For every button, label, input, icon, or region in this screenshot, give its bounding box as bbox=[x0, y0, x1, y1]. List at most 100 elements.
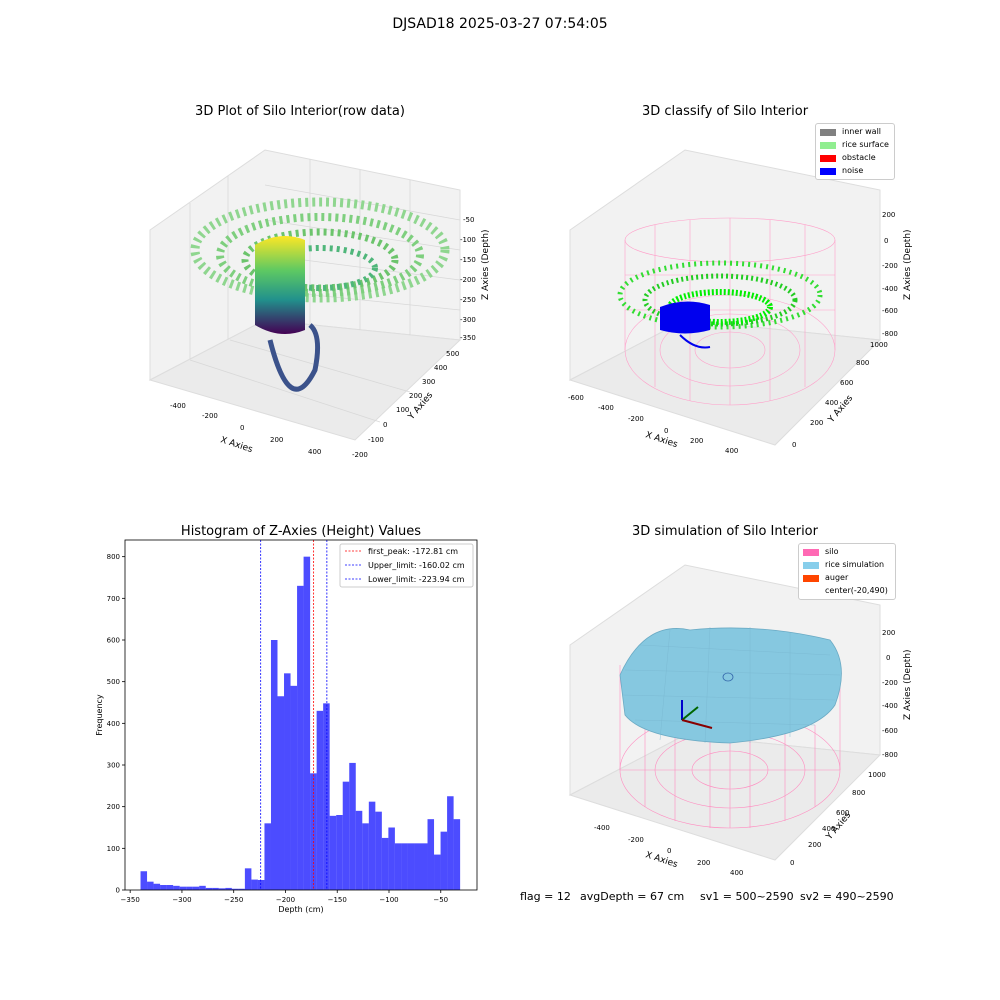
center-marker bbox=[722, 672, 734, 682]
simulation-3d-plot: -400 -200 0 200 400 0 200 400 600 800 10… bbox=[568, 564, 913, 877]
histogram-bar bbox=[277, 696, 285, 890]
y-tick-label: 100 bbox=[107, 845, 120, 853]
histogram-title: Histogram of Z-Axies (Height) Values bbox=[180, 524, 422, 539]
x-tick: 0 bbox=[664, 427, 668, 435]
histogram-chart: −350 −300 −250 −200 −150 −100 −50 0 100 200 300 40… bbox=[95, 539, 478, 914]
simulation-legend: silo rice simulation auger center(-20,49… bbox=[798, 543, 896, 600]
x-tick: 200 bbox=[697, 859, 710, 867]
legend-box bbox=[339, 543, 474, 588]
histogram-bar bbox=[401, 843, 408, 890]
histogram-bar bbox=[427, 819, 435, 890]
histogram-legend: first_peak: -172.81 cm Upper_limit: -160… bbox=[339, 543, 474, 588]
y-tick: 200 bbox=[810, 419, 823, 427]
z-tick: 0 bbox=[884, 237, 888, 245]
y-tick-label: 700 bbox=[107, 595, 120, 603]
x-tick-label: −300 bbox=[172, 896, 191, 904]
x-tick: -400 bbox=[598, 404, 614, 412]
z-tick: -600 bbox=[882, 727, 898, 735]
histogram-bar bbox=[420, 843, 428, 890]
histogram-bar bbox=[160, 885, 167, 890]
legend-label: center(-20,490) bbox=[825, 586, 888, 595]
legend-label: inner wall bbox=[842, 127, 882, 136]
legend-label: noise bbox=[842, 166, 864, 175]
y-tick: 400 bbox=[434, 364, 447, 372]
y-tick-label: 600 bbox=[107, 637, 120, 645]
y-tick: 400 bbox=[822, 825, 835, 833]
x-tick: 400 bbox=[725, 447, 738, 455]
floor-pane bbox=[568, 734, 882, 861]
x-ticks: −350 −300 −250 −200 −150 −100 −50 bbox=[121, 890, 448, 904]
rice-surface-points bbox=[190, 197, 450, 303]
x-tick: 0 bbox=[240, 424, 244, 432]
histogram-bar bbox=[147, 881, 154, 890]
histogram-bar bbox=[212, 887, 219, 890]
y-tick: -200 bbox=[352, 451, 368, 459]
x-tick-label: −200 bbox=[276, 896, 295, 904]
legend-label: rice simulation bbox=[825, 560, 885, 569]
x-axis-label: X Axies bbox=[219, 435, 254, 455]
histogram-bar bbox=[290, 685, 298, 890]
y-tick: 600 bbox=[840, 379, 853, 387]
y-tick-label: 0 bbox=[116, 887, 120, 895]
y-tick-label: 800 bbox=[107, 553, 120, 561]
histogram-bar bbox=[414, 843, 421, 890]
lower-loop bbox=[267, 323, 321, 392]
legend-label: Lower_limit: -223.94 cm bbox=[368, 575, 465, 584]
legend-swatch-obstacle bbox=[820, 155, 836, 162]
x-tick-label: −50 bbox=[433, 896, 448, 904]
legend-swatch-rice-simulation bbox=[803, 562, 819, 569]
histogram-bar bbox=[355, 810, 363, 890]
y-tick: 800 bbox=[852, 789, 865, 797]
histogram-bar bbox=[368, 801, 376, 890]
z-tick: 200 bbox=[882, 211, 895, 219]
x-tick-label: −350 bbox=[121, 896, 140, 904]
x-tick: 400 bbox=[308, 448, 321, 456]
y-tick: 200 bbox=[808, 841, 821, 849]
histogram-bar bbox=[264, 823, 271, 890]
x-tick: -600 bbox=[568, 394, 584, 402]
histogram-bar bbox=[407, 843, 415, 890]
histogram-bar bbox=[231, 888, 239, 890]
histogram-bar bbox=[153, 883, 161, 890]
x-axis-label: Depth (cm) bbox=[278, 905, 323, 914]
histogram-bar bbox=[362, 823, 369, 890]
y-tick: -100 bbox=[368, 436, 384, 444]
histogram-bar bbox=[316, 710, 324, 890]
z-tick: -200 bbox=[460, 276, 476, 284]
central-surface bbox=[255, 236, 305, 334]
histogram-bar bbox=[303, 556, 311, 890]
histogram-bar bbox=[440, 831, 448, 890]
z-tick: 0 bbox=[886, 654, 890, 662]
y-ticks: 0 100 200 300 400 500 600 700 800 bbox=[107, 553, 125, 895]
z-tick: -400 bbox=[882, 285, 898, 293]
y-tick-label: 300 bbox=[107, 762, 120, 770]
histogram-bar bbox=[323, 703, 330, 890]
x-tick: 200 bbox=[690, 437, 703, 445]
x-axis-label: X Axies bbox=[644, 850, 679, 870]
x-tick: -200 bbox=[628, 415, 644, 423]
histogram-bar bbox=[192, 886, 200, 890]
y-tick: 0 bbox=[383, 421, 387, 429]
legend-label: rice surface bbox=[842, 140, 889, 149]
y-tick: 300 bbox=[422, 378, 435, 386]
legend-swatch-silo bbox=[803, 549, 819, 556]
surface-mesh bbox=[621, 626, 841, 744]
histogram-bar bbox=[342, 781, 350, 890]
histogram-bar bbox=[394, 843, 402, 890]
classify-legend: inner wall rice surface obstacle noise bbox=[815, 123, 895, 180]
floor-pane bbox=[568, 319, 882, 446]
raw-3d-plot: -400 -200 0 200 400 -200 -100 0 100 200 … bbox=[148, 149, 491, 459]
histogram-bar bbox=[199, 885, 206, 890]
y-tick: 800 bbox=[856, 359, 869, 367]
z-axis-label: Z Axies (Depth) bbox=[903, 649, 913, 720]
legend-label: obstacle bbox=[842, 153, 876, 162]
z-tick: -150 bbox=[460, 256, 476, 264]
z-tick: 200 bbox=[882, 629, 895, 637]
legend-label: first_peak: -172.81 cm bbox=[368, 547, 458, 556]
legend-swatch-noise bbox=[820, 168, 836, 175]
z-tick: -50 bbox=[463, 216, 474, 224]
y-tick: 1000 bbox=[868, 771, 886, 779]
histogram-bar bbox=[166, 885, 174, 890]
y-tick: 600 bbox=[836, 809, 849, 817]
classify-3d-plot: -600 -400 -200 0 200 400 0 200 400 600 8… bbox=[568, 149, 913, 455]
